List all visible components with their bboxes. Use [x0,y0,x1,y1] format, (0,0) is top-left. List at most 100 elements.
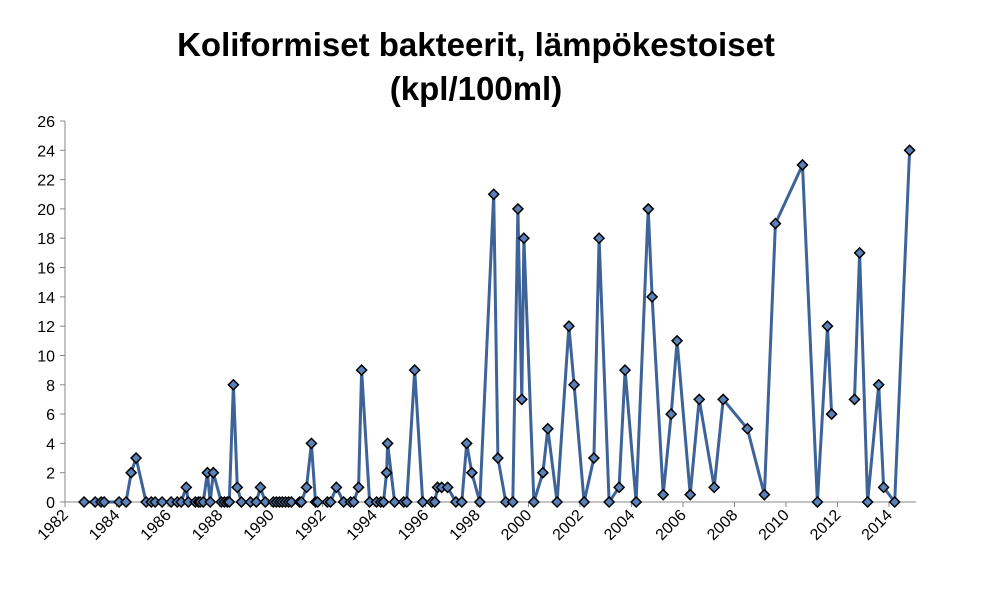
data-point [825,408,838,421]
data-point [352,481,365,494]
data-point [717,393,730,406]
x-tick-label: 2008 [704,507,741,544]
data-point [207,466,220,479]
y-tick-label: 6 [46,407,55,424]
data-point [355,364,368,377]
x-tick-label: 2012 [807,507,844,544]
x-tick-label: 2002 [550,507,587,544]
data-point [460,437,473,450]
data-point [515,393,528,406]
data-point [603,495,616,509]
series-line [84,163,834,504]
data-point [254,481,267,494]
y-tick-label: 4 [46,436,55,453]
x-tick-label: 1994 [344,507,381,544]
data-point [657,488,670,501]
data-point [347,495,360,509]
data-point [250,495,263,509]
data-point [380,466,393,479]
data-point [592,232,606,245]
x-tick-label: 1992 [292,507,329,544]
data-point [428,495,441,509]
data-point [311,495,324,509]
data-point [408,364,421,377]
data-point [156,495,169,509]
data-point [388,495,401,509]
data-point [223,495,236,509]
data-point [227,378,240,391]
x-tick-label: 1990 [241,507,278,544]
x-tick-label: 2000 [498,507,535,544]
y-tick-label: 2 [46,466,55,483]
chart-title-line-2: (kpl/100ml) [390,70,562,107]
data-point [872,378,885,391]
data-point [671,334,684,347]
data-point [300,481,313,494]
data-point [541,422,554,435]
data-point [235,495,248,509]
data-point [796,158,809,172]
y-tick-label: 22 [37,173,55,190]
x-tick-label: 1982 [35,507,72,544]
data-point [877,481,890,494]
data-point [487,188,500,201]
data-point [400,495,413,509]
data-point [130,451,143,465]
series-line [853,150,912,504]
data-point [441,481,454,494]
y-tick-label: 26 [37,114,55,131]
data-point [684,488,697,501]
data-point [517,232,530,245]
x-tick-label: 1996 [395,507,432,544]
data-point [455,495,468,509]
x-tick-label: 1998 [447,507,484,544]
data-point [295,495,308,509]
data-point [693,393,706,406]
data-point [98,495,111,509]
data-point [506,495,519,509]
data-point [259,495,272,509]
data-point [527,495,540,509]
x-tick-label: 1988 [189,507,226,544]
data-point [619,364,632,377]
data-point [758,488,771,501]
data-point [587,451,600,465]
x-tick-label: 1986 [138,507,175,544]
y-tick-label: 10 [37,348,55,365]
x-tick-label: 2004 [601,507,638,544]
y-tick-label: 8 [46,378,55,395]
x-tick-label: 2014 [859,507,896,544]
data-point [125,466,138,479]
data-point [853,246,866,259]
y-tick-label: 12 [37,319,55,336]
y-tick-label: 20 [37,202,55,219]
chart-title-line-1: Koliformiset bakteerit, lämpökestoiset [177,26,775,63]
data-point [708,481,721,494]
data-point [204,495,217,509]
data-point [377,495,390,509]
data-point [77,495,91,509]
data-point [551,495,564,509]
x-tick-label: 1984 [86,507,123,544]
data-point [511,202,525,215]
data-point [769,217,782,230]
data-point [465,466,478,479]
data-point [330,481,343,494]
data-point [578,495,591,509]
data-point [821,320,834,333]
y-tick-label: 18 [37,231,55,248]
data-point [473,495,486,509]
data-point [630,495,643,509]
data-point [848,393,861,406]
y-tick-label: 16 [37,261,55,278]
y-tick-label: 0 [46,495,55,512]
data-point [285,495,298,509]
data-point [613,481,626,494]
data-point [324,495,337,509]
data-point [903,144,916,157]
data-series [77,144,916,509]
data-point [665,408,678,421]
data-point [642,202,655,215]
